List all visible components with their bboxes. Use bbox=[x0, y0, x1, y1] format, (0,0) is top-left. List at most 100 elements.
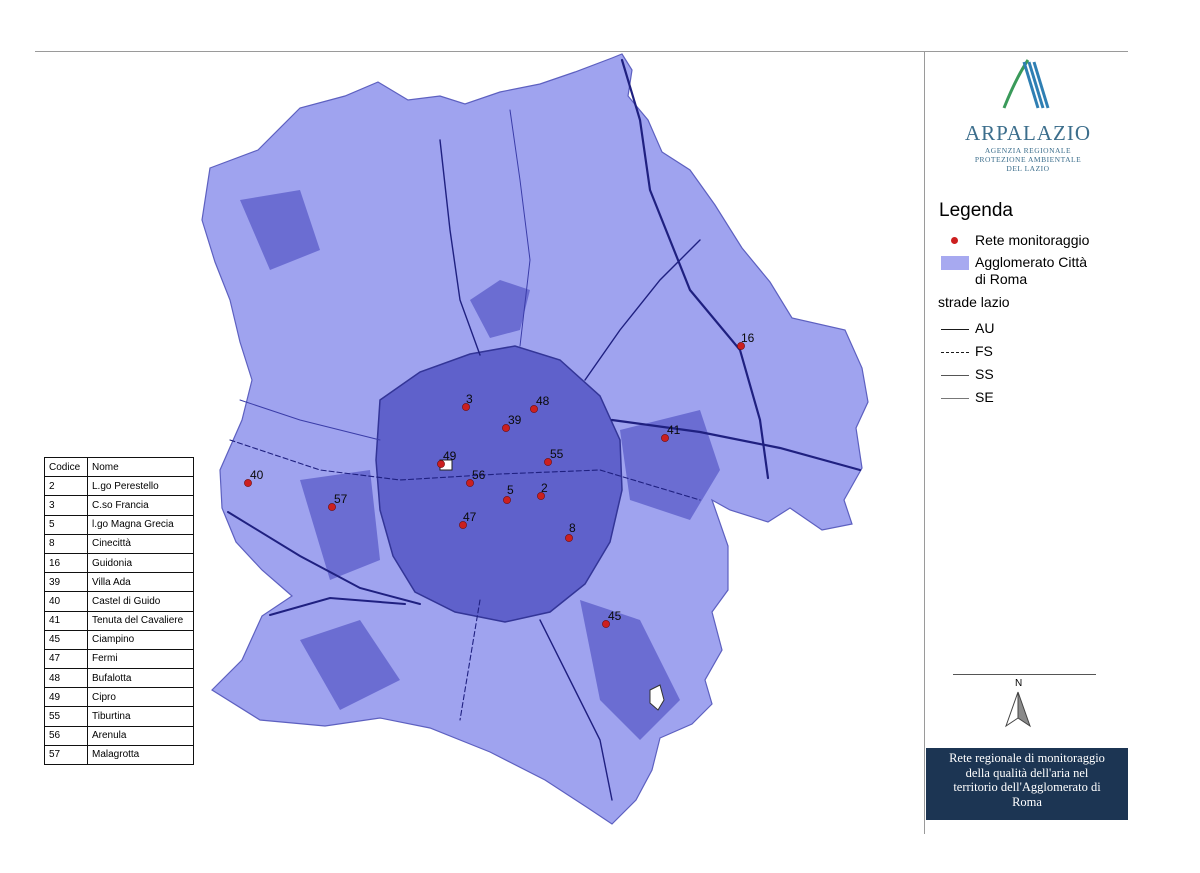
station-table: Codice Nome 2 L.go Perestello 3 C.so Franci… bbox=[44, 456, 194, 766]
legend-label-stations: Rete monitoraggio bbox=[975, 232, 1090, 248]
logo-subtitle-1: AGENZIA REGIONALE bbox=[984, 146, 1072, 155]
station-label: 39 bbox=[508, 413, 522, 427]
map-caption: Rete regionale di monitoraggio della qua… bbox=[926, 748, 1128, 820]
station-marker bbox=[737, 342, 745, 350]
north-label: N bbox=[1015, 678, 1023, 689]
dashed-line-icon bbox=[941, 352, 969, 353]
cell-nome: Castel di Guido bbox=[87, 591, 194, 612]
urban-core bbox=[375, 345, 623, 623]
caption-line-1: Rete regionale di monitoraggio bbox=[949, 751, 1105, 765]
station-label: 41 bbox=[667, 423, 681, 437]
stations-layer: 2 3 5 8 16 39 40 41 45 47 48 49 55 56 57 bbox=[244, 331, 755, 628]
legend-divider bbox=[924, 51, 925, 834]
cell-nome: Cipro bbox=[87, 687, 194, 708]
legend-label-ss: SS bbox=[975, 366, 994, 382]
station-label: 5 bbox=[507, 483, 514, 497]
station-label: 49 bbox=[443, 449, 457, 463]
cell-nome: Villa Ada bbox=[87, 572, 194, 593]
station-label: 47 bbox=[463, 510, 477, 524]
caption-line-3: territorio dell'Agglomerato di bbox=[953, 780, 1101, 794]
cell-codice: 3 bbox=[44, 495, 88, 516]
cell-codice: 40 bbox=[44, 591, 88, 612]
station-marker bbox=[503, 496, 511, 504]
table-row: 45 Ciampino bbox=[44, 629, 194, 650]
station-label: 57 bbox=[334, 492, 348, 506]
cell-nome: Cinecittà bbox=[87, 533, 194, 554]
cell-codice: 8 bbox=[44, 533, 88, 554]
legend-label-se: SE bbox=[975, 389, 994, 405]
station-marker bbox=[244, 479, 252, 487]
table-row: 57 Malagrotta bbox=[44, 744, 194, 766]
urban-patch-southwest bbox=[300, 620, 400, 710]
station-marker bbox=[462, 403, 470, 411]
urban-patch-east bbox=[620, 410, 720, 520]
logo-subtitle-2: PROTEZIONE AMBIENTALE bbox=[974, 155, 1082, 164]
cell-codice: 5 bbox=[44, 514, 88, 535]
header-codice: Codice bbox=[44, 456, 88, 478]
table-row: 56 Arenula bbox=[44, 725, 194, 746]
station-marker bbox=[502, 424, 510, 432]
table-header-row: Codice Nome bbox=[44, 456, 194, 478]
table-row: 47 Fermi bbox=[44, 648, 194, 670]
cell-nome: Malagrotta bbox=[87, 744, 194, 766]
station-marker bbox=[602, 620, 610, 628]
legend-item-ss: SS bbox=[939, 366, 1119, 389]
cell-codice: 39 bbox=[44, 572, 88, 593]
station-marker bbox=[530, 405, 538, 413]
cell-nome: Tenuta del Cavaliere bbox=[87, 610, 194, 631]
station-marker bbox=[565, 534, 573, 542]
cell-codice: 56 bbox=[44, 725, 88, 746]
cell-nome: Tiburtina bbox=[87, 706, 194, 727]
thin-grey-line-icon bbox=[941, 398, 969, 399]
cell-nome: l.go Magna Grecia bbox=[87, 514, 194, 535]
station-label: 56 bbox=[472, 468, 486, 482]
red-dot-icon bbox=[951, 237, 958, 244]
station-marker bbox=[661, 434, 669, 442]
top-divider bbox=[35, 51, 1128, 52]
table-body: 2 L.go Perestello 3 C.so Francia 5 l.go Magna… bbox=[44, 476, 194, 766]
legend: Legenda Rete monitoraggio Agglomerato Ci… bbox=[938, 200, 1119, 412]
table-row: 41 Tenuta del Cavaliere bbox=[44, 610, 194, 631]
header-nome: Nome bbox=[87, 456, 194, 478]
urban-patch-west bbox=[300, 470, 380, 580]
cell-codice: 2 bbox=[44, 476, 88, 497]
station-label: 3 bbox=[466, 392, 473, 406]
station-label: 16 bbox=[741, 331, 755, 345]
caption-line-4: Roma bbox=[1012, 794, 1042, 809]
caption-line-2: della qualità dell'aria nel bbox=[965, 765, 1089, 780]
table-row: 8 Cinecittà bbox=[44, 533, 194, 554]
station-marker bbox=[459, 521, 467, 529]
cell-codice: 45 bbox=[44, 629, 88, 650]
table-row: 3 C.so Francia bbox=[44, 495, 194, 516]
cell-codice: 57 bbox=[44, 744, 88, 766]
urban-patch-north bbox=[470, 280, 530, 338]
solid-line-icon bbox=[941, 329, 969, 330]
thin-line-icon bbox=[941, 375, 969, 376]
cell-codice: 48 bbox=[44, 668, 88, 689]
cell-nome: Guidonia bbox=[87, 552, 194, 574]
table-row: 49 Cipro bbox=[44, 687, 194, 708]
logo-mark-icon bbox=[1002, 59, 1050, 109]
logo-subtitle-3: DEL LAZIO bbox=[1006, 164, 1050, 173]
station-marker bbox=[466, 479, 474, 487]
cell-codice: 49 bbox=[44, 687, 88, 708]
station-label: 40 bbox=[250, 468, 264, 482]
legend-item-au: AU bbox=[939, 320, 1119, 343]
table-row: 2 L.go Perestello bbox=[44, 476, 194, 497]
urban-patch-northwest bbox=[240, 190, 320, 270]
cell-nome: Bufalotta bbox=[87, 668, 194, 689]
cell-codice: 16 bbox=[44, 552, 88, 574]
station-marker bbox=[537, 492, 545, 500]
legend-label-area-2: di Roma bbox=[975, 271, 1028, 287]
cell-nome: C.so Francia bbox=[87, 495, 194, 516]
table-row: 39 Villa Ada bbox=[44, 572, 194, 593]
arpalazio-logo: ARPALAZIO AGENZIA REGIONALE PROTEZIONE A… bbox=[948, 56, 1108, 173]
area-swatch-icon bbox=[941, 256, 969, 270]
legend-title: Legenda bbox=[939, 200, 1013, 221]
station-label: 2 bbox=[541, 481, 548, 495]
station-label: 45 bbox=[608, 609, 622, 623]
station-marker bbox=[544, 458, 552, 466]
cell-codice: 55 bbox=[44, 706, 88, 727]
table-row: 40 Castel di Guido bbox=[44, 591, 194, 612]
table-row: 16 Guidonia bbox=[44, 552, 194, 574]
